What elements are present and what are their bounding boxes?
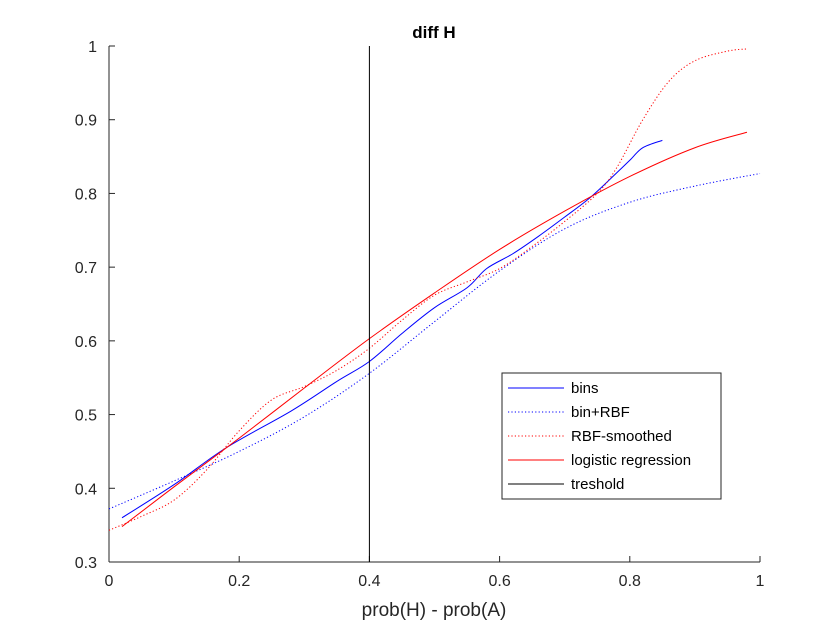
legend: bins bin+RBF RBF-smoothed logistic regressi…: [501, 372, 722, 500]
y-tick-label: 0.6: [75, 334, 97, 351]
y-tick-label: 0.4: [75, 481, 97, 498]
series-line-logistic-regression: [121, 131, 748, 528]
x-tick-label: 0: [105, 573, 114, 590]
axes: 0 0.2 0.4 0.6 0.8 1 0.3 0.4 0.5 0.6 0.7 0.8 0.9 1: [75, 39, 765, 590]
x-tick-label: 1: [756, 573, 765, 590]
series-line-bins: [121, 139, 663, 519]
y-tick-label: 0.5: [75, 408, 97, 425]
x-tick-label: 0.2: [228, 573, 250, 590]
x-axis-label: prob(H) - prob(A): [362, 600, 507, 621]
x-tick-label: 0.4: [358, 573, 380, 590]
legend-label-rbf-smoothed: RBF-smoothed: [571, 428, 672, 445]
legend-label-bin-rbf: bin+RBF: [571, 404, 630, 421]
plot-series: [108, 46, 761, 562]
y-tick-label: 0.3: [75, 555, 97, 572]
legend-label-treshold: treshold: [571, 476, 624, 493]
x-tick-label: 0.6: [488, 573, 510, 590]
y-tick-label: 0.7: [75, 260, 97, 277]
chart-title: diff H: [412, 23, 455, 42]
y-tick-label: 0.9: [75, 113, 97, 130]
y-tick-label: 1: [88, 39, 97, 56]
y-tick-label: 0.8: [75, 186, 97, 203]
legend-label-bins: bins: [571, 380, 599, 397]
series-line-rbf-smoothed: [108, 48, 748, 531]
x-tick-label: 0.8: [619, 573, 641, 590]
legend-box: [501, 372, 722, 500]
series-line-bin-rbf: [108, 173, 761, 510]
legend-label-logistic-regression: logistic regression: [571, 452, 691, 469]
